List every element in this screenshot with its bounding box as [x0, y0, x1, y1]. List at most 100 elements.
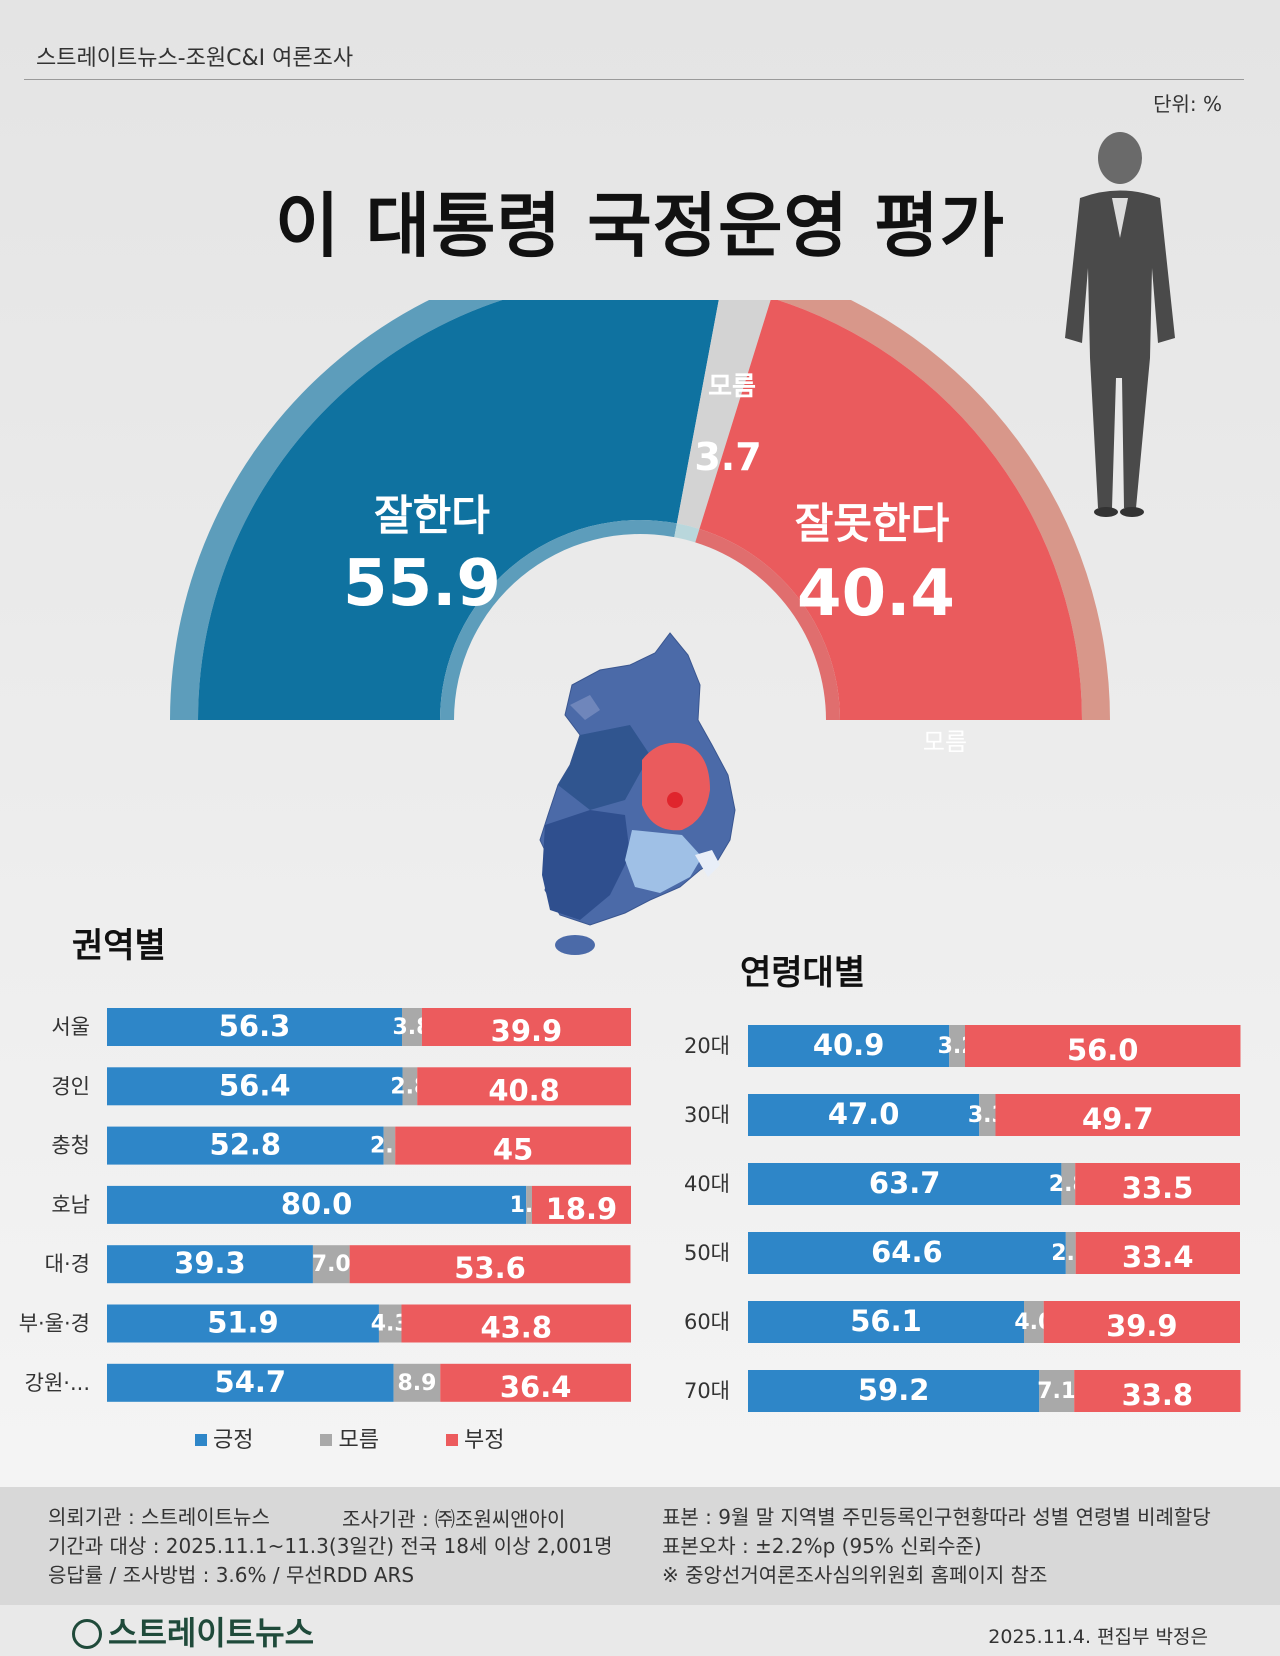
category-label: 30대 — [684, 1103, 730, 1127]
footer-method: 응답률 / 조사방법 : 3.6% / 무선RDD ARS — [48, 1563, 415, 1587]
footer-strip — [0, 1605, 1280, 1656]
category-label: 서울 — [51, 1015, 90, 1039]
bar-segment-negative — [531, 1185, 631, 1224]
data-label-positive: 80.0 — [281, 1187, 353, 1221]
bar-segment-unknown — [402, 1067, 418, 1106]
data-label-negative: 18.9 — [546, 1192, 618, 1226]
footer-note: ※ 중앙선거여론조사심의위원회 홈페이지 참조 — [662, 1563, 1048, 1587]
chart-legend: 긍정 모름 부정 — [195, 1422, 564, 1454]
korea-region-map — [539, 632, 736, 955]
footer-agency: 조사기관 : ㈜조원씨앤아이 — [342, 1507, 566, 1531]
bar-segment-negative — [349, 1245, 631, 1284]
bar-segment-negative — [395, 1126, 631, 1165]
data-label-positive: 63.7 — [869, 1166, 941, 1200]
gauge-negative-value: 40.4 — [797, 557, 955, 631]
bar-segment-unknown — [383, 1126, 396, 1165]
data-label-negative: 49.7 — [1082, 1102, 1154, 1136]
bar-segment-positive — [107, 1126, 384, 1165]
legend-unknown-swatch — [320, 1434, 333, 1446]
footer-period: 기간과 대상 : 2025.11.1~11.3(3일간) 전국 18세 이상 2… — [48, 1534, 613, 1558]
bar-segment-positive — [748, 1370, 1040, 1412]
bar-segment-unknown — [402, 1008, 422, 1046]
data-label-unknown: 7.1 — [1037, 1379, 1076, 1404]
bar-segment-unknown — [1024, 1301, 1044, 1343]
data-label-negative: 33.8 — [1122, 1378, 1194, 1412]
unit-label: 단위: % — [1153, 92, 1222, 116]
category-label: 부·울·경 — [19, 1312, 90, 1336]
legend-unknown: 모름 — [320, 1422, 379, 1454]
bar-segment-unknown — [1061, 1163, 1076, 1205]
bar-segment-unknown — [526, 1185, 532, 1224]
legend-positive: 긍정 — [195, 1422, 253, 1454]
data-label-negative: 56.0 — [1067, 1033, 1139, 1067]
main-title: 이 대통령 국정운영 평가 — [274, 185, 1006, 267]
brand-logo: 스트레이트뉴스 — [72, 1608, 314, 1654]
header-source: 스트레이트뉴스-조원C&I 여론조사 — [36, 46, 354, 71]
bar-segment-unknown — [393, 1363, 441, 1402]
bar-segment-negative — [1075, 1232, 1240, 1274]
president-photo — [1065, 132, 1175, 517]
gauge-slice-positive — [198, 300, 719, 720]
data-label-unknown: 8.9 — [397, 1371, 436, 1396]
bar-segment-negative — [1075, 1163, 1240, 1205]
data-label-positive: 56.4 — [219, 1068, 291, 1102]
data-label-negative: 40.8 — [488, 1073, 560, 1107]
brand-mark-icon — [72, 1619, 102, 1649]
data-label-negative: 33.5 — [1122, 1171, 1194, 1205]
gauge-unknown-value: 3.7 — [694, 435, 761, 479]
gauge-positive-label: 잘한다 — [374, 491, 490, 540]
gauge-slice-unknown — [676, 300, 771, 530]
bar-segment-positive — [748, 1094, 980, 1136]
gauge-inner-arc-negative — [695, 529, 840, 720]
footer-right-info: 표본 : 9월 말 지역별 주민등록인구현황따라 성별 연령별 비례할당 표본오… — [662, 1503, 1211, 1590]
data-label-positive: 47.0 — [828, 1097, 900, 1131]
bar-segment-positive — [107, 1245, 313, 1284]
footer-sample: 표본 : 9월 말 지역별 주민등록인구현황따라 성별 연령별 비례할당 — [662, 1505, 1211, 1529]
footer-date: 2025.11.4. 편집부 박정은 — [988, 1626, 1208, 1648]
data-label-positive: 56.1 — [850, 1304, 922, 1338]
gauge-inner-arc-unknown — [674, 523, 700, 543]
data-label-negative: 45 — [493, 1133, 533, 1167]
legend-positive-swatch — [195, 1434, 207, 1446]
footer-info-band — [0, 1487, 1280, 1605]
category-label: 60대 — [684, 1310, 730, 1334]
footer-client: 의뢰기관 : 스트레이트뉴스 — [48, 1505, 270, 1529]
data-label-negative: 33.4 — [1122, 1240, 1194, 1274]
legend-unknown-label: 모름 — [338, 1428, 379, 1453]
data-label-negative: 39.9 — [491, 1014, 563, 1048]
bar-segment-negative — [964, 1025, 1241, 1067]
bar-segment-unknown — [1065, 1232, 1076, 1274]
bar-segment-negative — [1043, 1301, 1240, 1343]
footer-left-info: 의뢰기관 : 스트레이트뉴스 기간과 대상 : 2025.11.1~11.3(3… — [48, 1503, 613, 1590]
bar-segment-negative — [417, 1067, 631, 1106]
gauge-unknown-extra-label: 모름 — [923, 728, 967, 756]
category-label: 70대 — [684, 1379, 730, 1403]
data-label-positive: 52.8 — [210, 1128, 282, 1162]
data-label-negative: 36.4 — [500, 1370, 572, 1404]
data-label-positive: 39.3 — [174, 1246, 246, 1280]
data-label-positive: 40.9 — [813, 1028, 885, 1062]
bar-segment-positive — [107, 1185, 527, 1224]
data-label-negative: 53.6 — [454, 1251, 526, 1285]
category-label: 충청 — [51, 1134, 90, 1158]
bar-segment-positive — [748, 1232, 1066, 1274]
data-label-negative: 39.9 — [1106, 1309, 1178, 1343]
bar-segment-unknown — [1039, 1370, 1075, 1412]
legend-negative: 부정 — [445, 1422, 504, 1454]
region-section-title: 권역별 — [72, 926, 166, 966]
category-label: 20대 — [684, 1034, 730, 1058]
bar-segment-negative — [995, 1094, 1240, 1136]
bar-segment-positive — [748, 1025, 950, 1067]
legend-negative-swatch — [445, 1434, 458, 1446]
data-label-positive: 56.3 — [219, 1009, 291, 1043]
legend-positive-label: 긍정 — [213, 1428, 254, 1453]
bar-segment-unknown — [949, 1025, 965, 1067]
bar-segment-negative — [440, 1363, 631, 1402]
bar-segment-positive — [107, 1363, 394, 1402]
gauge-negative-label: 잘못한다 — [795, 499, 950, 548]
category-label: 대·경 — [45, 1252, 90, 1276]
category-label: 경인 — [51, 1074, 90, 1098]
bar-segment-negative — [1074, 1370, 1241, 1412]
